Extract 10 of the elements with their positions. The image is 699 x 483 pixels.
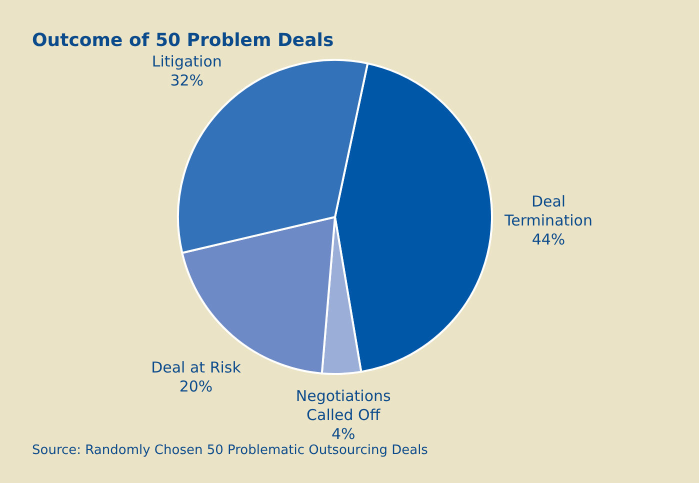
slice-label: Negotiations Called Off: [296, 387, 392, 424]
data-label: 32%: [170, 71, 204, 90]
source-note: Source: Randomly Chosen 50 Problematic Outsourcing Deals: [32, 443, 429, 458]
chart-title: Outcome of 50 Problem Deals: [32, 30, 334, 51]
slice-label: Deal at Risk: [151, 358, 242, 376]
slice-label: Litigation: [152, 52, 222, 70]
data-label: 44%: [532, 230, 566, 248]
slice-label: Deal Termination: [504, 192, 593, 230]
data-label: 4%: [331, 425, 356, 444]
data-label: 20%: [179, 377, 213, 396]
